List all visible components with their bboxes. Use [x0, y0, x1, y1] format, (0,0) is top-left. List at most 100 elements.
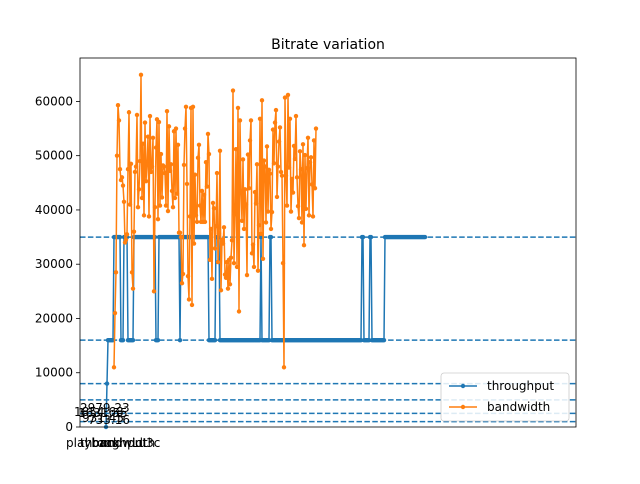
data-point	[208, 226, 214, 232]
data-point	[252, 189, 258, 195]
data-point	[142, 120, 148, 125]
data-point	[130, 286, 136, 291]
data-point	[265, 209, 271, 214]
data-point	[135, 205, 141, 210]
data-point	[124, 232, 130, 237]
data-point	[116, 118, 122, 123]
data-point	[180, 271, 186, 277]
data-point	[275, 164, 281, 169]
data-point	[231, 260, 237, 266]
data-point	[209, 276, 215, 282]
data-point	[290, 190, 296, 195]
data-point	[161, 164, 167, 169]
data-point	[280, 260, 286, 266]
data-point	[243, 202, 249, 207]
data-point	[225, 286, 231, 291]
data-point	[286, 165, 292, 170]
data-point	[144, 162, 150, 167]
overlap-xtick: bandwidth	[92, 436, 155, 450]
data-point	[133, 164, 139, 169]
data-point	[304, 165, 310, 171]
data-point	[274, 194, 280, 200]
data-point	[117, 234, 123, 240]
data-point	[177, 337, 183, 343]
data-point	[184, 181, 190, 187]
data-point	[310, 214, 316, 219]
data-point	[151, 289, 157, 294]
data-point	[223, 275, 229, 280]
data-point	[250, 242, 256, 247]
data-point	[228, 255, 234, 260]
y-tick-label: 20000	[35, 311, 73, 325]
data-point	[230, 88, 236, 93]
data-point	[179, 281, 185, 286]
data-point	[112, 310, 118, 316]
data-point	[125, 167, 131, 172]
data-point	[238, 188, 244, 194]
data-point	[293, 113, 299, 119]
data-point	[302, 152, 308, 158]
data-point	[219, 237, 225, 242]
data-point	[235, 105, 241, 111]
data-point	[165, 208, 171, 214]
data-point	[207, 257, 213, 263]
data-point	[233, 146, 239, 152]
data-point	[170, 205, 176, 210]
data-point	[194, 219, 200, 225]
data-point	[114, 153, 120, 158]
data-point	[156, 119, 162, 125]
data-point	[303, 206, 309, 212]
data-point	[181, 162, 187, 168]
data-point	[141, 213, 147, 218]
data-point	[232, 212, 238, 217]
overlap-label: 1854.68	[74, 405, 124, 419]
data-point	[119, 175, 125, 180]
data-point	[117, 167, 123, 172]
data-point	[234, 264, 240, 270]
data-point	[218, 288, 224, 293]
overlap-xtick: m	[104, 436, 116, 450]
data-point	[260, 256, 266, 261]
data-point	[273, 107, 279, 113]
data-point	[313, 126, 319, 131]
data-point	[264, 144, 270, 149]
data-point	[104, 381, 110, 386]
data-point	[143, 178, 149, 184]
data-point	[178, 234, 184, 240]
data-point	[269, 209, 275, 215]
data-point	[272, 120, 278, 125]
data-point	[308, 155, 314, 160]
data-point	[186, 297, 192, 302]
data-point	[284, 203, 290, 208]
data-point	[132, 169, 138, 175]
legend-marker	[460, 383, 466, 389]
data-point	[277, 125, 283, 130]
data-point	[241, 226, 247, 232]
data-point	[267, 171, 273, 176]
data-point	[294, 175, 300, 180]
data-point	[152, 205, 158, 210]
data-point	[111, 365, 117, 370]
data-point	[168, 162, 174, 167]
data-point	[268, 226, 274, 232]
data-point	[174, 191, 180, 196]
legend-marker	[460, 404, 466, 410]
data-point	[287, 116, 293, 121]
data-point	[169, 188, 175, 194]
data-point	[206, 151, 212, 157]
data-point	[131, 229, 137, 234]
data-point	[137, 158, 143, 164]
overlapping-labels: 2979.23 1854.68 1631.55 931.45 733.16 pl…	[66, 401, 160, 450]
data-point	[237, 118, 243, 123]
y-tick-label: 10000	[35, 366, 73, 380]
legend-label: throughput	[487, 379, 554, 393]
data-point	[296, 215, 302, 221]
data-point	[305, 135, 311, 140]
data-point	[195, 155, 201, 161]
data-point	[281, 365, 287, 370]
series-bandwidth	[111, 72, 319, 370]
data-point	[295, 203, 301, 209]
data-point	[307, 159, 313, 165]
data-point	[256, 222, 262, 228]
